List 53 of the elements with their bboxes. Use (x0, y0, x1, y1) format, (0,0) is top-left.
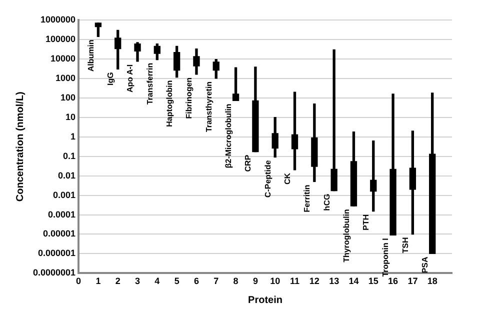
x-tick-label: 8 (233, 276, 238, 286)
x-tick-label: 6 (194, 276, 199, 286)
x-tick-label: 15 (368, 276, 378, 286)
annotation: Thyroglobulin (342, 208, 351, 262)
x-tick-label: 3 (135, 276, 140, 286)
x-tick-label: 11 (290, 276, 300, 286)
annotation: Fibrinogen (184, 77, 194, 119)
y-tick-label: 0.01 (58, 170, 76, 180)
x-tick-label: 12 (309, 276, 320, 286)
annotation: IgG (106, 72, 116, 86)
y-tick-label: 1000000 (40, 14, 76, 24)
x-tick-label: 4 (154, 276, 160, 286)
y-tick-label: 0.000001 (38, 248, 76, 258)
y-tick-label: 0.00001 (42, 228, 76, 239)
x-tick-label: 0 (76, 276, 82, 286)
x-axis-title: Protein (248, 294, 282, 306)
annotation: hCG (322, 194, 332, 211)
annotation: PSA (420, 256, 430, 274)
y-tick-label: 0.0000001 (32, 268, 76, 278)
y-tick-label: 0.001 (53, 190, 76, 200)
annotation: TSH (400, 237, 410, 254)
x-tick-label: 17 (408, 276, 418, 286)
x-tick-label: 10 (270, 276, 280, 286)
annotation: PTH (362, 214, 371, 230)
y-tick-label: 0.1 (63, 150, 76, 161)
annotation: CK (282, 172, 292, 185)
y-tick-label: 10000 (50, 53, 76, 64)
annotation: β2-Microglobulin (224, 104, 233, 168)
annotation: Apo A-I (126, 64, 135, 93)
x-tick-label: 14 (348, 276, 359, 286)
y-tick-label: 1000 (56, 72, 76, 83)
annotation: Haptoglobin (165, 80, 174, 127)
x-tick-label: 16 (388, 276, 398, 286)
y-axis-title: Concentration (nmol/L) (14, 92, 26, 202)
annotation: CRP (244, 154, 253, 172)
annotation: Transthyretin (204, 81, 214, 132)
x-tick-label: 9 (252, 276, 258, 286)
x-tick-label: 1 (96, 276, 101, 286)
y-tick-label: 0.0001 (48, 209, 76, 220)
annotation: Ferritin (302, 184, 312, 212)
x-tick-label: 2 (115, 276, 120, 286)
x-tick-label: 18 (427, 276, 438, 286)
y-tick-label: 100000 (45, 34, 76, 44)
x-tick-label: 7 (214, 276, 219, 286)
y-tick-label: 1 (70, 131, 76, 142)
x-tick-label: 5 (174, 276, 180, 286)
annotation: Troponin I (381, 238, 390, 277)
annotation: Transferrin (145, 62, 154, 105)
annotation: Albumin (86, 40, 96, 72)
y-tick-label: 10 (66, 112, 76, 122)
annotation: C-Peptide (263, 160, 272, 198)
x-tick-label: 13 (329, 276, 340, 286)
y-tick-label: 100 (60, 92, 76, 102)
